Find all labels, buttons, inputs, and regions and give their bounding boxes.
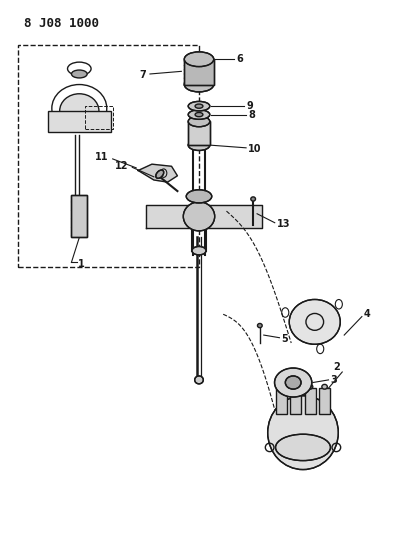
Text: 4: 4: [364, 309, 371, 319]
Ellipse shape: [195, 112, 203, 117]
Text: 9: 9: [246, 101, 253, 111]
Ellipse shape: [183, 202, 215, 231]
Text: 13: 13: [277, 219, 290, 229]
Text: 2: 2: [333, 362, 340, 372]
Ellipse shape: [275, 434, 330, 461]
Ellipse shape: [184, 77, 214, 92]
Text: 8: 8: [248, 110, 255, 119]
Bar: [188, 122, 210, 145]
Text: 1: 1: [78, 259, 85, 269]
Bar: [291, 388, 301, 414]
Ellipse shape: [72, 70, 87, 78]
Ellipse shape: [251, 197, 256, 201]
Bar: [319, 388, 330, 414]
Bar: [85, 106, 113, 130]
Ellipse shape: [60, 94, 99, 128]
Bar: [184, 59, 214, 85]
Ellipse shape: [322, 384, 327, 389]
Ellipse shape: [188, 116, 210, 127]
Bar: [304, 388, 316, 414]
Ellipse shape: [192, 246, 206, 255]
Text: 6: 6: [236, 54, 243, 64]
Text: 7: 7: [139, 70, 146, 80]
Ellipse shape: [184, 52, 214, 67]
Ellipse shape: [279, 384, 284, 389]
Text: 11: 11: [95, 152, 109, 163]
Bar: [188, 122, 210, 145]
Text: 8 J08 1000: 8 J08 1000: [24, 17, 100, 29]
Ellipse shape: [268, 395, 338, 470]
Ellipse shape: [188, 140, 210, 150]
Bar: [48, 111, 111, 132]
Polygon shape: [138, 164, 178, 182]
Bar: [72, 195, 87, 238]
Bar: [276, 388, 287, 414]
Ellipse shape: [195, 104, 203, 108]
Bar: [184, 59, 214, 85]
Ellipse shape: [258, 324, 262, 328]
Ellipse shape: [289, 300, 340, 344]
Bar: [72, 195, 87, 238]
Ellipse shape: [293, 384, 298, 389]
Ellipse shape: [188, 101, 210, 111]
Polygon shape: [146, 205, 262, 228]
Text: 3: 3: [330, 375, 337, 385]
Ellipse shape: [275, 368, 312, 397]
Bar: [18, 45, 199, 266]
Ellipse shape: [186, 190, 212, 203]
Ellipse shape: [307, 384, 313, 389]
Ellipse shape: [188, 110, 210, 119]
Text: 12: 12: [115, 161, 129, 171]
Ellipse shape: [156, 170, 164, 179]
Text: 10: 10: [248, 144, 261, 154]
Ellipse shape: [285, 376, 301, 389]
Text: 5: 5: [281, 334, 288, 344]
Ellipse shape: [195, 376, 203, 384]
